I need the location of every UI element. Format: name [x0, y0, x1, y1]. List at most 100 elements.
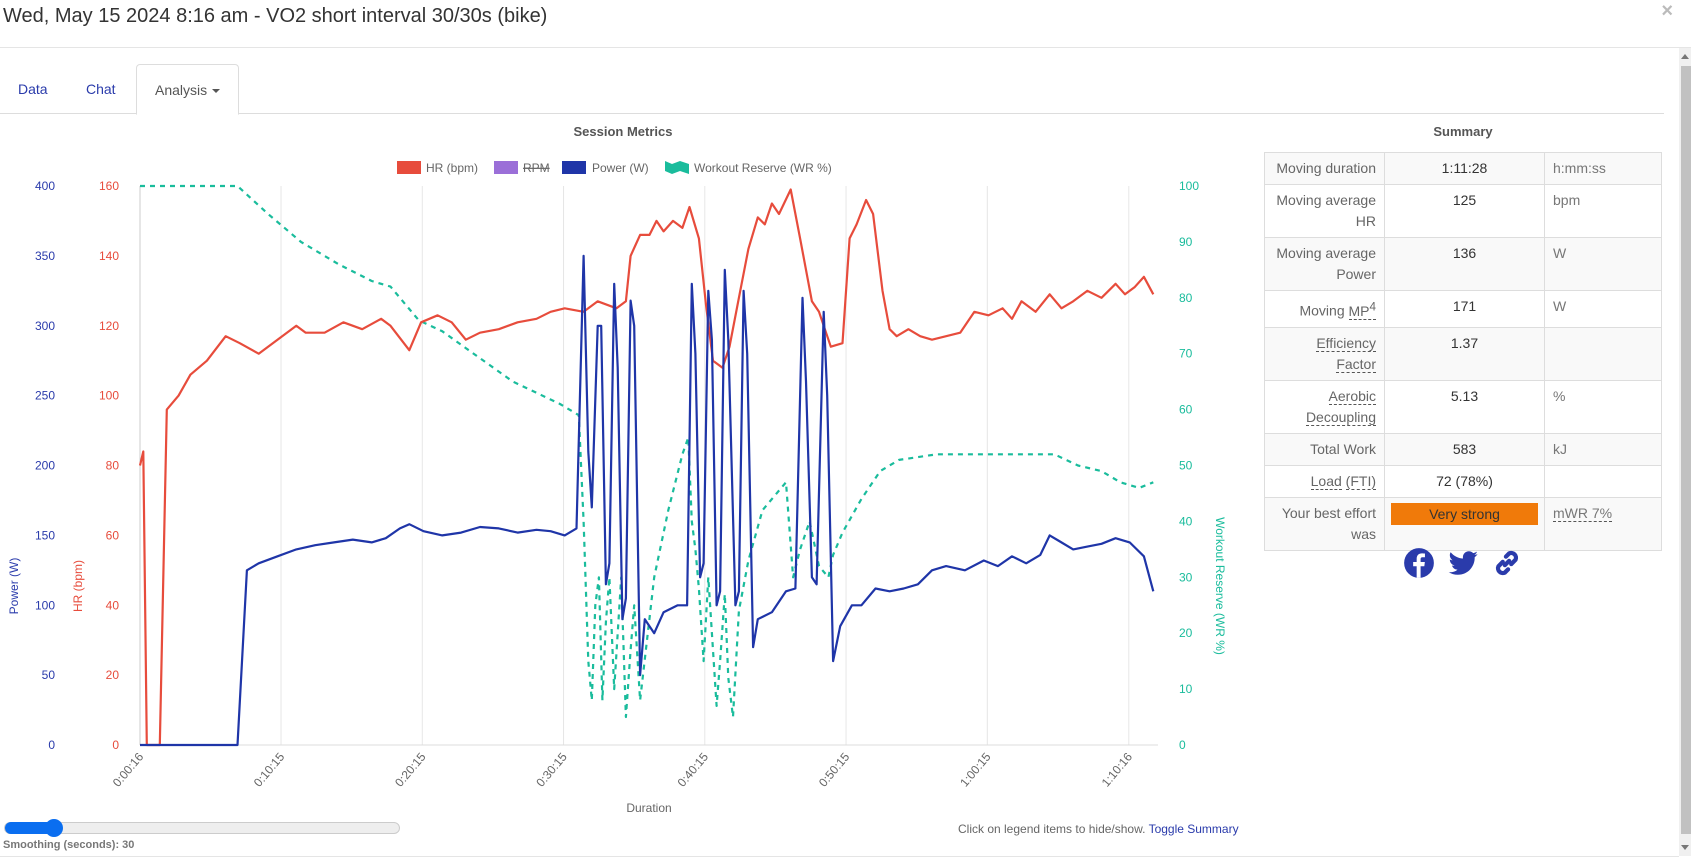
summary-value: 136: [1384, 237, 1545, 291]
legend-item-power[interactable]: Power (W): [562, 161, 649, 175]
scroll-up-arrow-icon[interactable]: [1681, 54, 1689, 59]
smoothing-slider-fill: [5, 822, 55, 834]
x-tick-label: 0:10:15: [251, 750, 288, 790]
y-tick-label-wr: 70: [1179, 347, 1193, 361]
y-tick-label-power: 150: [35, 528, 55, 542]
y-tick-label-power: 50: [42, 668, 56, 682]
y-tick-label-hr: 160: [99, 179, 119, 193]
y-tick-label-wr: 50: [1179, 459, 1193, 473]
summary-title: Summary: [1433, 124, 1493, 139]
y-tick-label-wr: 10: [1179, 682, 1193, 696]
y-tick-label-power: 300: [35, 319, 55, 333]
label-term: MP: [1348, 302, 1370, 319]
y-tick-label-power: 0: [48, 738, 55, 752]
fti-tooltip[interactable]: (FTI): [1345, 472, 1376, 490]
link-icon[interactable]: [1490, 546, 1524, 580]
summary-row: Load (FTI) 72 (78%): [1264, 464, 1662, 498]
summary-value: 1:11:28: [1384, 152, 1545, 185]
series-line-wr: [140, 184, 1154, 719]
legend-hint-text: Click on legend items to hide/show.: [958, 822, 1146, 836]
y-axis-title-wr: Workout Reserve (WR %): [1213, 517, 1227, 655]
summary-unit: W: [1544, 237, 1662, 291]
legend-label-power: Power (W): [592, 161, 649, 175]
mp-term-tooltip[interactable]: MP4: [1348, 300, 1376, 320]
label-prefix: Moving: [1299, 302, 1349, 319]
y-tick-label-power: 250: [35, 389, 55, 403]
aerobic-tooltip[interactable]: Aerobic: [1328, 387, 1376, 405]
summary-row: Aerobic Decoupling 5.13 %: [1264, 379, 1662, 434]
x-tick-label: 1:00:15: [957, 750, 994, 790]
summary-label: Moving average HR: [1264, 184, 1385, 238]
y-tick-label-wr: 90: [1179, 235, 1193, 249]
legend-label-hr: HR (bpm): [426, 161, 478, 175]
summary-label: Moving average Power: [1264, 237, 1385, 291]
x-tick-label: 0:30:15: [533, 750, 570, 790]
x-axis-title: Duration: [626, 801, 671, 815]
y-tick-label-hr: 20: [106, 668, 120, 682]
x-tick-label: 0:00:16: [110, 750, 147, 790]
y-tick-label-wr: 0: [1179, 738, 1186, 752]
summary-row: Moving MP4 171 W: [1264, 290, 1662, 328]
scrollbar-thumb[interactable]: [1681, 66, 1691, 834]
legend-item-rpm[interactable]: RPM: [494, 161, 550, 175]
chart-title: Session Metrics: [574, 124, 673, 139]
summary-value: 171: [1384, 290, 1545, 328]
y-tick-label-hr: 60: [106, 528, 120, 542]
legend-swatch-hr: [397, 161, 421, 174]
label-superscript: 4: [1369, 300, 1376, 313]
y-tick-label-hr: 40: [106, 598, 120, 612]
close-icon[interactable]: ×: [1661, 0, 1673, 22]
twitter-icon[interactable]: [1446, 546, 1480, 580]
x-tick-label: 1:10:16: [1099, 750, 1136, 790]
summary-row: Your best effort was Very strong mWR 7%: [1264, 496, 1662, 551]
toggle-summary-link[interactable]: Toggle Summary: [1148, 822, 1239, 836]
efficiency-factor-tooltip[interactable]: Efficiency Factor: [1316, 334, 1376, 373]
tab-analysis[interactable]: Analysis: [136, 64, 240, 115]
x-axis: 0:00:16 0:10:15 0:20:15 0:30:15 0:40:15 0:50:…: [110, 750, 1135, 790]
summary-row: Moving duration 1:11:28 h:mm:ss: [1264, 152, 1662, 185]
y-tick-label-power: 100: [35, 598, 55, 612]
smoothing-label: Smoothing (seconds): 30: [3, 839, 135, 851]
vertical-scrollbar[interactable]: [1679, 48, 1691, 856]
summary-label: Your best effort was: [1264, 496, 1385, 551]
y-tick-label-power: 200: [35, 459, 55, 473]
mwr-tooltip[interactable]: mWR 7%: [1553, 504, 1613, 522]
y-tick-label-wr: 40: [1179, 514, 1193, 528]
tab-chat[interactable]: Chat: [86, 81, 116, 97]
y-tick-label-hr: 0: [112, 738, 119, 752]
legend-item-wr[interactable]: Workout Reserve (WR %): [665, 161, 832, 175]
x-tick-label: 0:40:15: [675, 750, 712, 790]
y-tick-label-hr: 80: [106, 459, 120, 473]
tab-data[interactable]: Data: [18, 81, 48, 97]
chart-legend: HR (bpm) RPM Power (W) Workout Reserve (…: [397, 161, 832, 175]
effort-badge: Very strong: [1391, 502, 1538, 525]
legend-label-rpm: RPM: [523, 161, 550, 175]
scroll-down-arrow-icon[interactable]: [1681, 845, 1689, 850]
smoothing-slider[interactable]: [4, 819, 400, 837]
y-tick-label-wr: 60: [1179, 403, 1193, 417]
legend-swatch-power: [562, 161, 586, 174]
session-metrics-chart: Session Metrics HR (bpm) RPM Power (W) W…: [7, 124, 1227, 815]
footer-divider: [0, 856, 1679, 857]
summary-value: 125: [1384, 184, 1545, 238]
summary-label: Moving MP4: [1264, 290, 1385, 328]
summary-value: 5.13: [1384, 379, 1545, 434]
summary-value: 72 (78%): [1384, 464, 1545, 498]
summary-row: Total Work 583 kJ: [1264, 432, 1662, 466]
series-line-power: [140, 254, 1155, 747]
y-tick-label-power: 350: [35, 249, 55, 263]
summary-table: Moving duration 1:11:28 h:mm:ss Moving a…: [1264, 152, 1662, 551]
decoupling-tooltip[interactable]: Decoupling: [1305, 408, 1376, 426]
y-tick-label-wr: 30: [1179, 570, 1193, 584]
summary-unit: [1544, 326, 1662, 381]
tab-analysis-label: Analysis: [155, 82, 208, 98]
legend-item-hr[interactable]: HR (bpm): [397, 161, 478, 175]
caret-down-icon: [212, 89, 221, 94]
summary-value: 1.37: [1384, 326, 1545, 381]
smoothing-slider-handle[interactable]: [44, 819, 63, 837]
facebook-icon[interactable]: [1402, 546, 1436, 580]
x-tick-label: 0:50:15: [816, 750, 853, 790]
legend-hint: Click on legend items to hide/show. Togg…: [958, 822, 1239, 836]
dialog-header: Wed, May 15 2024 8:16 am - VO2 short int…: [0, 0, 1691, 48]
load-tooltip[interactable]: Load: [1310, 472, 1342, 490]
